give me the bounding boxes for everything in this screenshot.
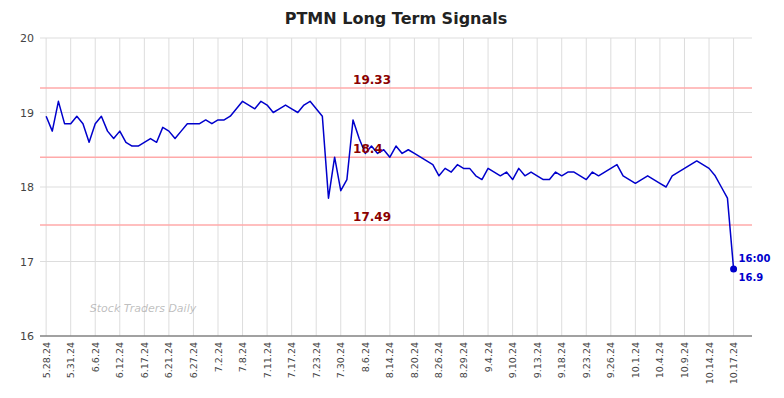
x-grid-line: [438, 38, 439, 336]
y-grid-line: [40, 261, 752, 262]
x-tick-label: 5.28.24: [41, 342, 52, 378]
title: PTMN Long Term Signals: [285, 9, 508, 28]
x-grid-line: [144, 38, 145, 336]
x-grid-line: [316, 38, 317, 336]
plot-area: [40, 88, 752, 273]
y-grid-line: [40, 336, 752, 337]
x-grid-line: [659, 38, 660, 336]
x-tick-label: 8.20.24: [409, 342, 420, 378]
x-tick-label: 7.17.24: [286, 342, 297, 378]
x-tick-label: 6.6.24: [90, 342, 101, 372]
x-tick-label: 9.23.24: [581, 342, 592, 378]
y-grid-line: [40, 187, 752, 188]
x-grid-line: [193, 38, 194, 336]
signal-line: [40, 224, 752, 226]
x-grid-line: [95, 38, 96, 336]
x-grid-line: [537, 38, 538, 336]
x-grid-line: [586, 38, 587, 336]
x-tick-label: 9.26.24: [605, 342, 616, 378]
background: [0, 0, 784, 398]
x-tick-label: 10.1.24: [630, 342, 641, 378]
x-tick-label: 6.17.24: [139, 342, 150, 378]
x-grid-line: [242, 38, 243, 336]
signal-label: 19.33: [353, 73, 391, 87]
x-tick-label: 6.21.24: [163, 342, 174, 378]
x-grid-line: [218, 38, 219, 336]
x-tick-label: 6.12.24: [114, 342, 125, 378]
x-axis-line: [40, 336, 752, 337]
y-tick-label: 16: [20, 330, 34, 343]
signal-label: 17.49: [353, 210, 391, 224]
x-tick-label: 10.14.24: [704, 342, 715, 384]
x-tick-label: 10.17.24: [728, 342, 739, 384]
signal-label: 18.4: [353, 142, 383, 156]
x-tick-label: 6.27.24: [188, 342, 199, 378]
last-value-label: 16.9: [739, 272, 764, 283]
watermark: Stock Traders Daily: [90, 302, 197, 315]
x-grid-line: [46, 38, 47, 336]
x-tick-label: 8.26.24: [433, 342, 444, 378]
x-grid-line: [291, 38, 292, 336]
x-grid-line: [684, 38, 685, 336]
x-grid-line: [414, 38, 415, 336]
x-grid-line: [70, 38, 71, 336]
x-grid-line: [561, 38, 562, 336]
x-grid-line: [463, 38, 464, 336]
signal-line: [40, 87, 752, 89]
chart: PTMN Long Term Signals 16 17 18 19 20 5.28.24 5…: [0, 0, 784, 398]
x-tick-label: 8.6.24: [360, 342, 371, 372]
x-tick-label: 8.14.24: [384, 342, 395, 378]
y-tick-label: 17: [20, 256, 34, 269]
x-tick-label: 9.4.24: [483, 342, 494, 372]
grid: [40, 38, 752, 336]
last-point: [730, 265, 737, 272]
x-tick-label: 7.23.24: [311, 342, 322, 378]
x-grid-line: [709, 38, 710, 336]
x-grid-line: [512, 38, 513, 336]
signal-line: [40, 156, 752, 158]
x-grid-line: [119, 38, 120, 336]
x-tick-label: 9.10.24: [507, 342, 518, 378]
x-tick-label: 7.11.24: [262, 342, 273, 378]
x-grid-line: [635, 38, 636, 336]
y-tick-label: 18: [20, 181, 34, 194]
x-grid-line: [488, 38, 489, 336]
y-grid-line: [40, 112, 752, 113]
x-tick-label: 10.9.24: [679, 342, 690, 378]
y-grid-line: [40, 38, 752, 39]
x-tick-label: 5.31.24: [65, 342, 76, 378]
x-tick-label: 10.4.24: [654, 342, 665, 378]
x-grid-line: [168, 38, 169, 336]
x-grid-line: [733, 38, 734, 336]
last-label: 16:00: [739, 253, 771, 264]
price-line: [46, 101, 733, 269]
y-tick-label: 20: [20, 32, 34, 45]
x-tick-label: 7.30.24: [335, 342, 346, 378]
x-tick-label: 8.29.24: [458, 342, 469, 378]
y-tick-label: 19: [20, 107, 34, 120]
x-tick-label: 7.2.24: [213, 342, 224, 372]
x-grid-line: [267, 38, 268, 336]
x-grid-line: [610, 38, 611, 336]
x-tick-label: 7.8.24: [237, 342, 248, 372]
x-tick-label: 9.13.24: [532, 342, 543, 378]
x-tick-label: 9.18.24: [556, 342, 567, 378]
